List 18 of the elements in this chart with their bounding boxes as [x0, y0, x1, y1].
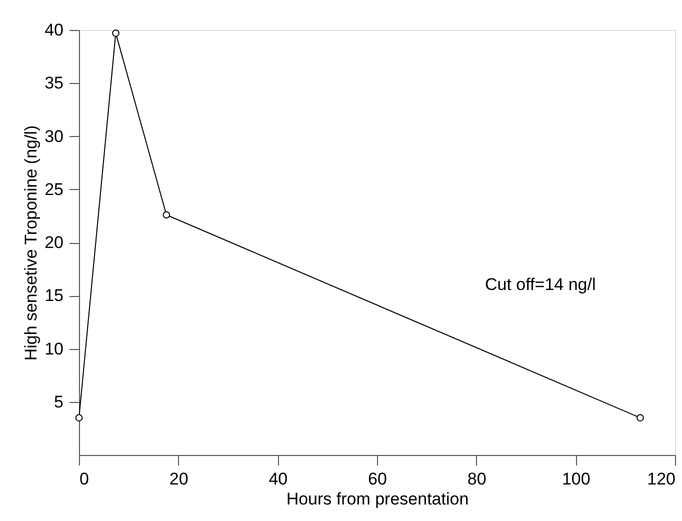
y-tick-label: 20 [44, 233, 64, 252]
x-axis-title: Hours from presentation [286, 490, 469, 508]
y-tick-label: 35 [44, 74, 64, 93]
y-tick-label: 5 [54, 392, 64, 412]
x-tick-label: 0 [80, 470, 89, 488]
y-tick-label: 40 [44, 20, 64, 40]
x-tick-label: 20 [169, 470, 188, 488]
x-tick-label: 80 [467, 470, 486, 488]
x-tick-label: 100 [562, 470, 590, 488]
x-tick-label: 120 [647, 470, 676, 488]
annotation: Cut off=14 ng/l [485, 275, 596, 294]
x-tick-label: 60 [368, 470, 387, 488]
y-tick-label: 25 [44, 180, 64, 199]
y-tick-label: 10 [44, 339, 64, 358]
y-tick-label: 15 [44, 286, 64, 306]
y-tick-label: 30 [44, 126, 64, 146]
x-tick-label: 40 [268, 470, 288, 488]
y-axis-title: High sensetive Troponine (ng/l) [22, 125, 41, 361]
